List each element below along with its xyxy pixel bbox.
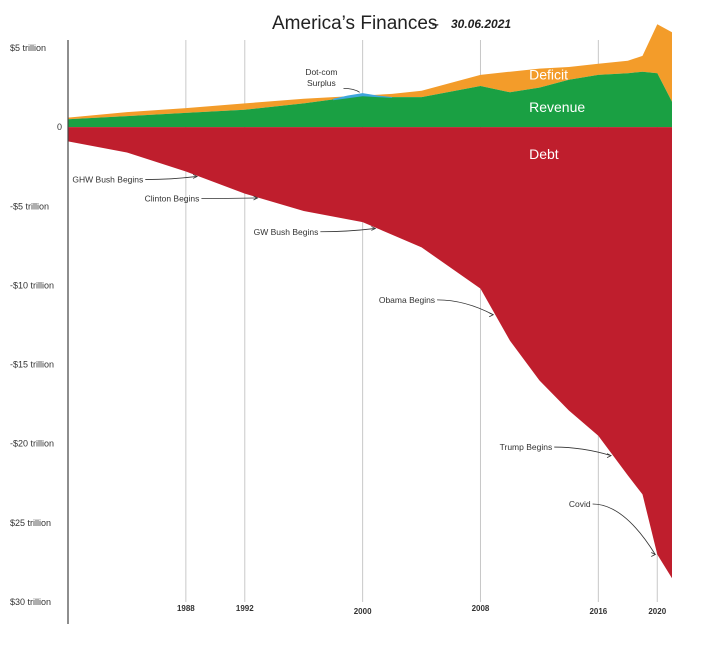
deficit-area bbox=[68, 24, 672, 120]
annotation-arrow-0 bbox=[145, 176, 198, 180]
y-tick-label: $30 trillion bbox=[10, 597, 51, 607]
x-tick-label: 2008 bbox=[472, 604, 490, 613]
chart-title-group: America’s Finances – 30.06.2021 bbox=[272, 13, 511, 34]
annotation-arrow-4 bbox=[554, 446, 612, 456]
y-tick-label: -$10 trillion bbox=[10, 280, 54, 290]
y-tick-label: -$5 trillion bbox=[10, 201, 49, 211]
annotation-label-0: GHW Bush Begins bbox=[72, 175, 143, 185]
surplus-arrow bbox=[343, 87, 360, 93]
annotation-arrowhead-1 bbox=[253, 195, 259, 201]
chart-date: 30.06.2021 bbox=[451, 17, 511, 31]
plot-areas bbox=[68, 24, 672, 579]
annotation-arrow-1 bbox=[201, 197, 258, 199]
chart-title: America’s Finances bbox=[272, 13, 437, 34]
annotation-label-5: Covid bbox=[569, 499, 591, 509]
x-tick-label: 1988 bbox=[177, 604, 195, 613]
revenue-area bbox=[68, 71, 672, 128]
annotation-arrow-2 bbox=[320, 228, 376, 233]
annotation-arrow-3 bbox=[437, 299, 494, 316]
surplus-label: Dot-com Surplus bbox=[305, 67, 337, 88]
annotation-label-1: Clinton Begins bbox=[145, 194, 200, 204]
x-tick-label: 2020 bbox=[648, 607, 666, 616]
debt-area bbox=[68, 127, 672, 579]
series-label-debt: Debt bbox=[529, 146, 559, 162]
annotation-arrow-5 bbox=[592, 503, 656, 555]
annotation-label-4: Trump Begins bbox=[500, 442, 553, 452]
annotation-arrowhead-4 bbox=[606, 453, 612, 458]
annotation-arrowhead-3 bbox=[489, 312, 495, 318]
annotation-arrowhead-2 bbox=[371, 226, 377, 231]
series-label-revenue: Revenue bbox=[529, 99, 585, 115]
annotation-label-3: Obama Begins bbox=[379, 295, 435, 305]
annotation-label-2: GW Bush Begins bbox=[254, 227, 319, 237]
surplus-label-line: Dot-com bbox=[305, 67, 337, 77]
series-labels: Deficit Revenue Debt bbox=[529, 67, 585, 162]
y-tick-label: $5 trillion bbox=[10, 43, 46, 53]
series-label-deficit: Deficit bbox=[529, 67, 568, 83]
y-tick-label: -$20 trillion bbox=[10, 439, 54, 449]
x-tick-label: 1992 bbox=[236, 604, 254, 613]
annotation-arrowhead-0 bbox=[192, 174, 199, 179]
x-tick-label: 2016 bbox=[589, 607, 607, 616]
surplus-label-line: Surplus bbox=[307, 78, 336, 88]
y-tick-label: $25 trillion bbox=[10, 518, 51, 528]
x-tick-label: 2000 bbox=[354, 607, 372, 616]
annotation-arrowhead-5 bbox=[651, 552, 657, 557]
axes: $5 trillion 0 -$5 trillion -$10 trillion -$1… bbox=[10, 40, 667, 624]
y-tick-label: 0 bbox=[57, 122, 62, 132]
y-tick-label: -$15 trillion bbox=[10, 360, 54, 370]
chart-title-dash: – bbox=[432, 17, 439, 31]
surplus-area bbox=[333, 93, 393, 101]
